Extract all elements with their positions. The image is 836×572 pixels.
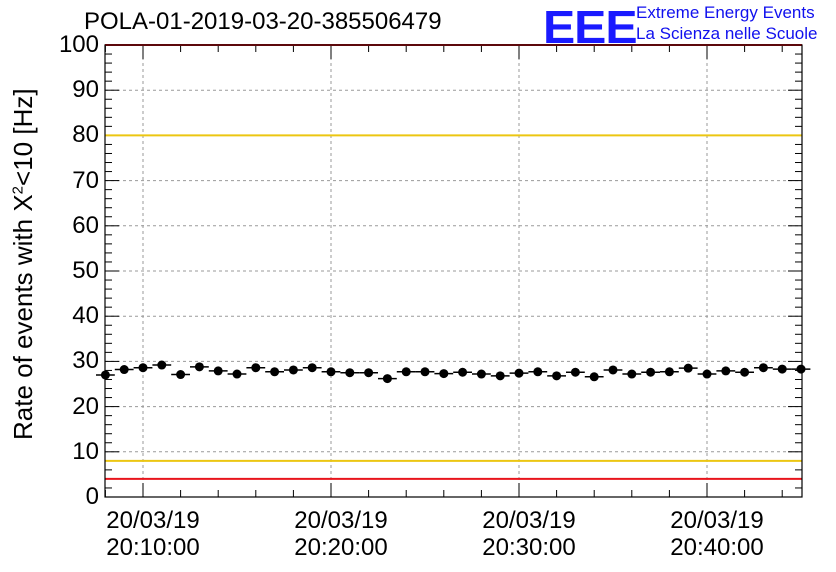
data-point [213, 366, 223, 376]
data-point [458, 367, 468, 377]
data-point [683, 363, 693, 373]
logo-text-line1: Extreme Energy Events [636, 3, 815, 22]
x-tick-date: 20/03/19 [294, 507, 388, 534]
y-tick-label: 100 [58, 31, 99, 58]
data-point [138, 363, 148, 373]
data-point [758, 363, 768, 373]
data-point [176, 370, 186, 380]
logo-text-line2: La Scienza nelle Scuole [636, 24, 818, 43]
y-tick-label: 0 [85, 483, 99, 510]
y-tick-label: 40 [72, 302, 99, 330]
data-point [495, 371, 505, 381]
data-point [157, 360, 167, 370]
data-point [646, 367, 656, 377]
data-point [232, 369, 242, 379]
y-axis-label: Rate of events with X2<10 [Hz] [8, 88, 38, 440]
data-point [570, 367, 580, 377]
x-tick-label: 20/03/19 20:20:00 [276, 507, 406, 561]
x-tick-date: 20/03/19 [670, 507, 764, 534]
x-tick-label: 20/03/19 20:10:00 [88, 507, 218, 561]
data-point [119, 365, 129, 375]
y-tick-label: 60 [72, 211, 99, 239]
data-point [364, 368, 374, 378]
x-tick-date: 20/03/19 [482, 507, 576, 534]
data-point [326, 367, 336, 377]
data-point [664, 367, 674, 377]
x-tick-label: 20/03/19 20:40:00 [652, 507, 782, 561]
data-point [288, 365, 298, 375]
data-point [533, 367, 543, 377]
data-point [194, 362, 204, 372]
x-tick-time: 20:40:00 [670, 534, 764, 561]
x-tick-time: 20:30:00 [482, 534, 576, 561]
data-point [420, 367, 430, 377]
data-point [100, 370, 110, 380]
y-tick-label: 90 [72, 76, 99, 104]
data-point [608, 365, 618, 375]
data-point [740, 367, 750, 377]
y-tick-label: 10 [72, 437, 99, 465]
y-tick-label: 30 [72, 347, 99, 375]
data-point [401, 367, 411, 377]
y-tick-label: 50 [72, 257, 99, 284]
plot-frame [104, 44, 803, 498]
x-tick-time: 20:20:00 [294, 534, 388, 561]
data-point [777, 364, 787, 374]
data-point [251, 363, 261, 373]
data-point [721, 366, 731, 376]
eee-logo: EEE [543, 1, 638, 53]
data-point [796, 364, 806, 374]
data-point [270, 367, 280, 377]
y-tick-label: 20 [72, 392, 99, 420]
y-tick-label: 80 [72, 121, 99, 149]
data-point [345, 368, 355, 378]
data-point [627, 369, 637, 379]
x-tick-time: 20:10:00 [106, 534, 200, 561]
y-tick-label: 70 [72, 166, 99, 194]
chart-title: POLA-01-2019-03-20-385506479 [84, 8, 442, 35]
data-point [514, 368, 524, 378]
x-tick-date: 20/03/19 [106, 507, 200, 534]
data-point [702, 369, 712, 379]
data-point [382, 374, 392, 384]
data-point [439, 369, 449, 379]
data-point [589, 372, 599, 382]
data-point [476, 369, 486, 379]
x-tick-label: 20/03/19 20:30:00 [464, 507, 594, 561]
data-point [307, 363, 317, 373]
data-point [552, 371, 562, 381]
